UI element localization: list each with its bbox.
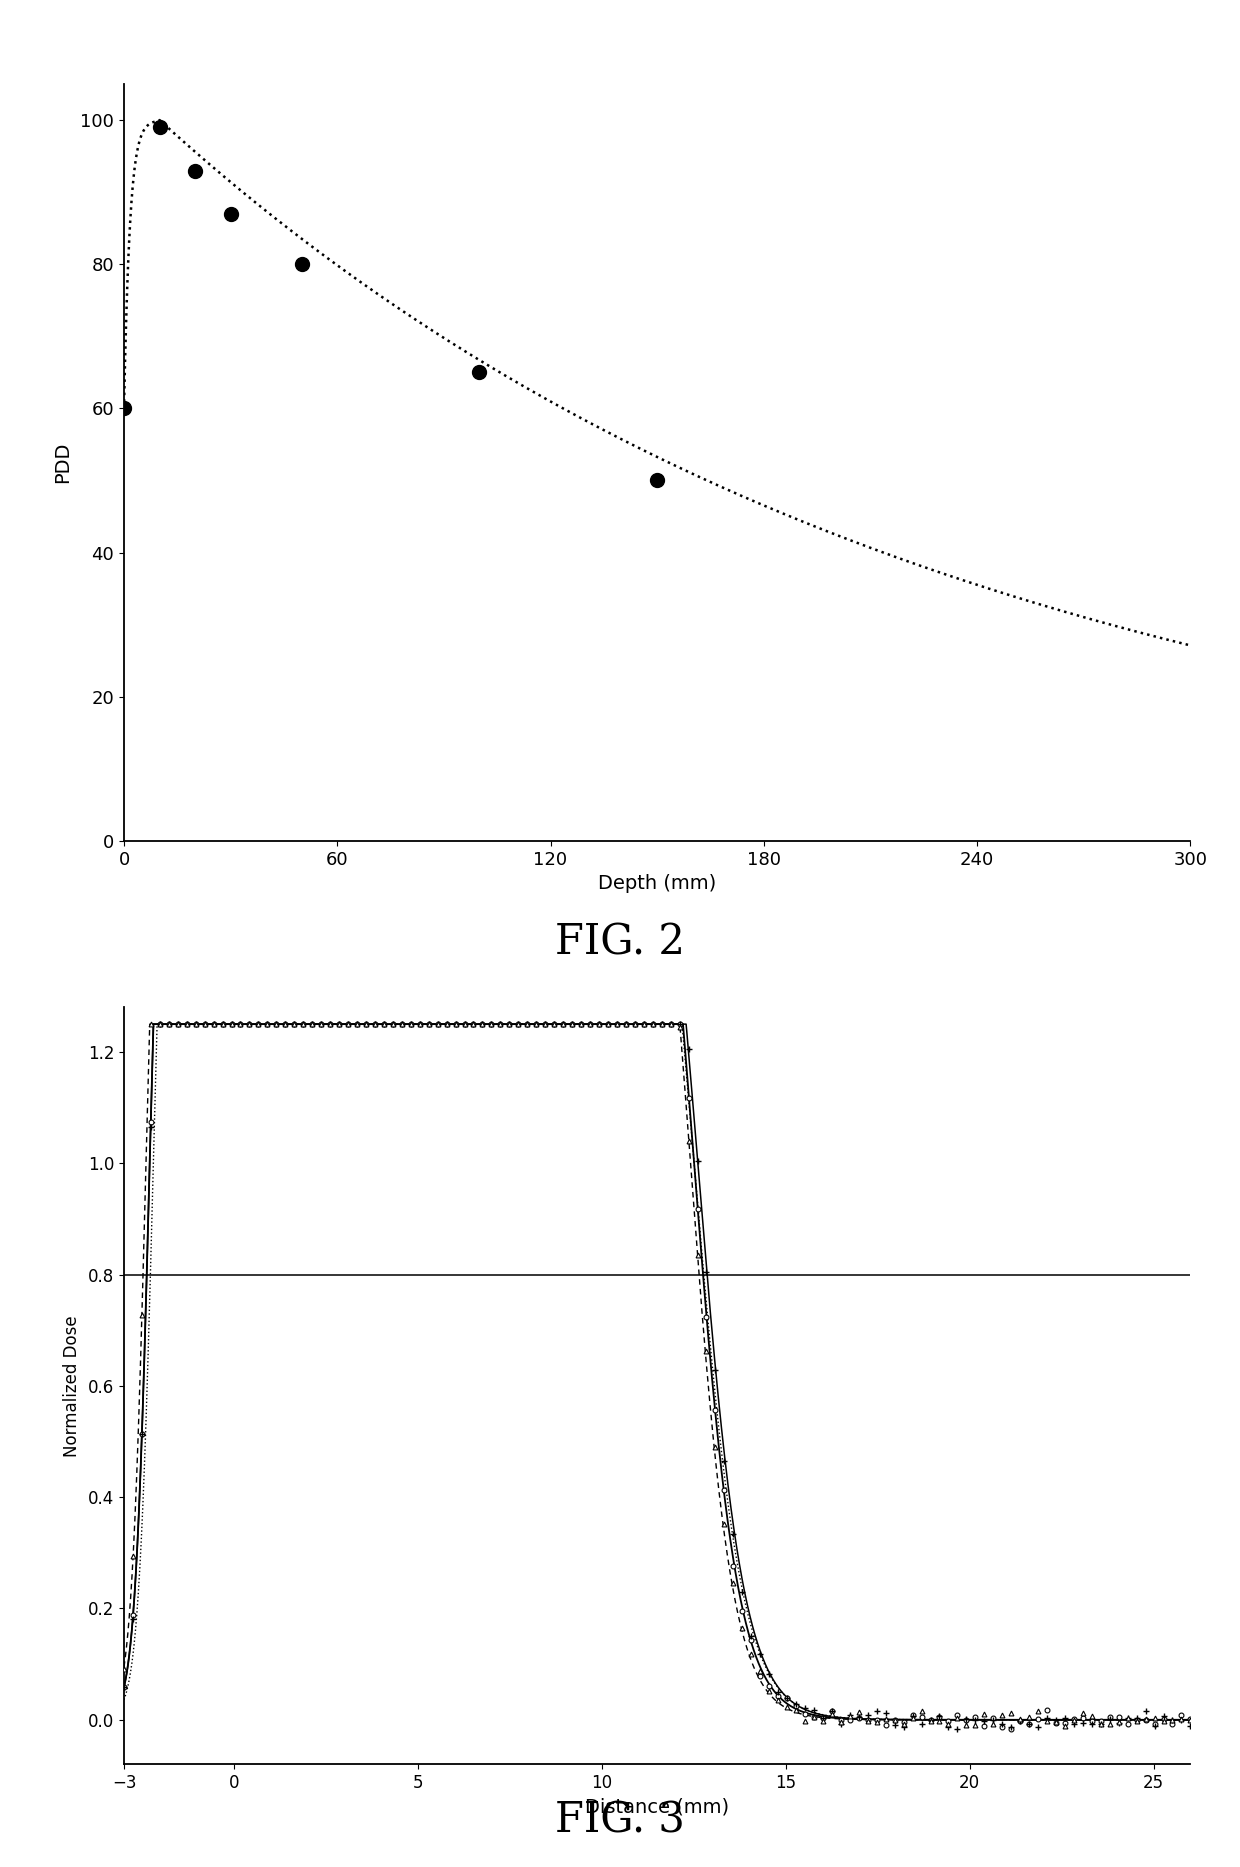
Y-axis label: Normalized Dose: Normalized Dose (63, 1314, 81, 1456)
Point (150, 112, 170, 142)
X-axis label: Depth (mm): Depth (mm) (598, 874, 717, 892)
Point (221, 198, 241, 228)
Point (470, 357, 490, 386)
Point (114, 394, 134, 424)
Y-axis label: PDD: PDD (53, 442, 72, 484)
Point (185, 155, 205, 185)
Text: FIG. 3: FIG. 3 (556, 1800, 684, 1841)
Point (647, 465, 667, 495)
Point (291, 250, 311, 280)
X-axis label: Distance (mm): Distance (mm) (585, 1798, 729, 1817)
Text: FIG. 2: FIG. 2 (556, 922, 684, 963)
